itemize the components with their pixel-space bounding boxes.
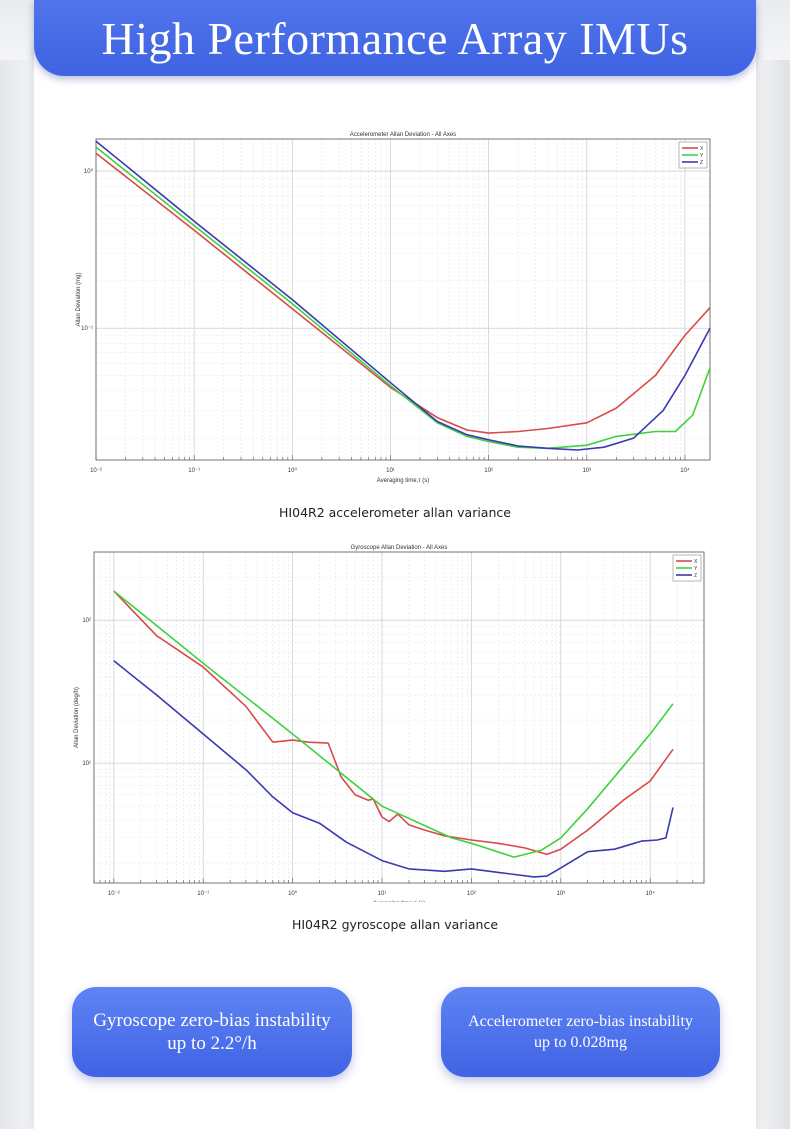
gyro-series-z-line bbox=[113, 660, 674, 878]
title-banner: High Performance Array IMUs bbox=[34, 0, 756, 76]
page-side-left bbox=[0, 60, 36, 1129]
gyro-legend-label-x: X bbox=[694, 559, 698, 565]
gyro-xtick-label: 10¹ bbox=[378, 891, 387, 897]
accel-spec-line1: Accelerometer zero-bias instability bbox=[468, 1013, 693, 1030]
accel-xtick-label: 10⁰ bbox=[288, 467, 298, 474]
gyro-spec-line2: up to 2.2°/h bbox=[167, 1033, 257, 1054]
accel-xtick-label: 10¹ bbox=[386, 468, 395, 474]
accel-chart-title: Accelerometer Allan Deviation - All Axes bbox=[350, 132, 456, 138]
gyro-spec-badge: Gyroscope zero-bias instability up to 2.… bbox=[72, 987, 352, 1077]
gyro-xtick-label: 10⁻² bbox=[108, 891, 120, 897]
gyro-xtick-label: 10⁻¹ bbox=[197, 891, 209, 897]
gyro-ytick-label: 10² bbox=[82, 618, 91, 624]
accel-ytick-label: 10⁻¹ bbox=[81, 326, 93, 332]
grid-lines bbox=[93, 551, 705, 883]
gyro-caption: HI04R2 gyroscope allan variance bbox=[291, 917, 499, 932]
accel-xtick-label: 10⁻² bbox=[90, 468, 102, 474]
accel-series-y-line bbox=[95, 146, 711, 450]
gyro-spec-line1: Gyroscope zero-bias instability bbox=[93, 1010, 331, 1031]
page-side-right bbox=[756, 60, 790, 1129]
accel-series-z-line bbox=[95, 140, 711, 451]
accel-ytick-label: 10⁰ bbox=[84, 168, 94, 175]
accel-legend-label-x: X bbox=[700, 146, 704, 152]
accel-legend-label-z: Z bbox=[700, 160, 703, 166]
gyro-chart-title: Gyroscope Allan Deviation - All Axes bbox=[351, 545, 448, 551]
accel-series-x-line bbox=[95, 152, 711, 434]
accel-xtick-label: 10⁻¹ bbox=[188, 468, 200, 474]
gyro-xtick-label: 10³ bbox=[556, 891, 565, 897]
gyro-allan-chart: 10⁻² 10⁻¹ 10⁰ 10¹ 10² 10³ 10⁴ 10² 10¹ Gyroscope A… bbox=[74, 545, 705, 902]
accel-xtick-label: 10³ bbox=[582, 468, 591, 474]
accel-legend-label-y: Y bbox=[700, 153, 704, 159]
page-title: High Performance Array IMUs bbox=[101, 12, 689, 64]
gyro-y-axis-label: Allan Deviation (deg/h) bbox=[74, 687, 80, 748]
gyro-legend: XYZ bbox=[672, 554, 702, 582]
axes-frame bbox=[95, 138, 711, 461]
accel-xtick-label: 10⁴ bbox=[680, 467, 690, 474]
gyro-legend-label-z: Z bbox=[694, 573, 697, 579]
gyro-series-y-line bbox=[113, 590, 674, 858]
grid-lines bbox=[95, 139, 710, 460]
accel-legend: XYZ bbox=[678, 141, 708, 169]
plot-area bbox=[96, 139, 710, 460]
accel-spec-badge: Accelerometer zero-bias instability up t… bbox=[441, 987, 720, 1077]
gyro-xtick-label: 10⁰ bbox=[288, 890, 298, 897]
accel-allan-chart: 10⁻² 10⁻¹ 10⁰ 10¹ 10² 10³ 10⁴ 10⁰ 10⁻¹ Accelerome… bbox=[76, 132, 711, 484]
gyro-ytick-label: 10¹ bbox=[82, 761, 91, 767]
plot-area bbox=[94, 552, 704, 883]
gyro-series-x-line bbox=[113, 590, 674, 856]
accel-x-axis-label: Averaging time,τ (s) bbox=[377, 478, 430, 484]
gyro-xtick-label: 10² bbox=[467, 891, 476, 897]
accel-caption: HI04R2 accelerometer allan variance bbox=[279, 505, 511, 520]
accel-y-axis-label: Allan Deviation (mg) bbox=[76, 272, 82, 326]
gyro-x-axis-label: Averaging time,τ (s) bbox=[373, 901, 426, 902]
accel-chart-container: 10⁻² 10⁻¹ 10⁰ 10¹ 10² 10³ 10⁴ 10⁰ 10⁻¹ Accelerome… bbox=[68, 128, 718, 490]
gyro-legend-label-y: Y bbox=[694, 566, 698, 572]
gyro-xtick-label: 10⁴ bbox=[646, 890, 656, 897]
accel-xtick-label: 10² bbox=[484, 468, 493, 474]
axes-frame bbox=[93, 551, 705, 884]
accel-spec-line2: up to 0.028mg bbox=[534, 1034, 627, 1051]
gyro-chart-container: 10⁻² 10⁻¹ 10⁰ 10¹ 10² 10³ 10⁴ 10² 10¹ Gyroscope A… bbox=[68, 540, 718, 902]
